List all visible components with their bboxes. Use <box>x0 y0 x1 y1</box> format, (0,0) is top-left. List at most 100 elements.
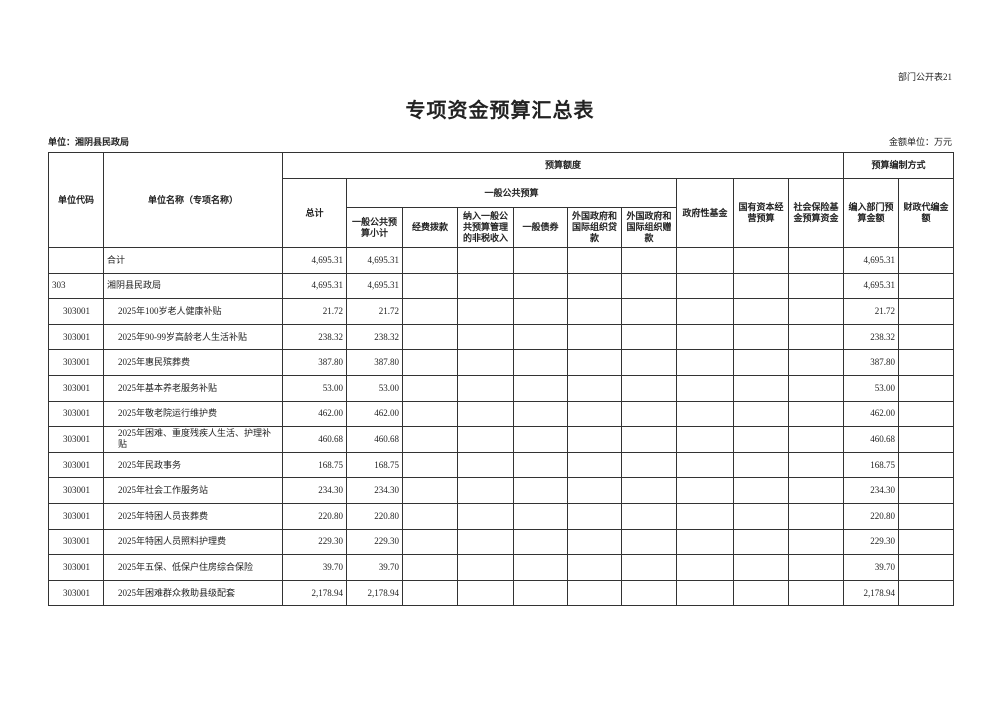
empty-cell <box>402 554 458 581</box>
empty-cell <box>676 323 734 351</box>
empty-cell <box>733 554 789 581</box>
empty-cell <box>676 554 734 581</box>
empty-cell <box>402 374 458 402</box>
empty-cell <box>676 451 734 479</box>
empty-cell <box>402 426 458 453</box>
header-cell: 纳入一般公共预算管理的非税收入 <box>457 207 514 248</box>
code-cell: 303001 <box>48 477 104 504</box>
amount-cell: 168.75 <box>346 451 403 479</box>
amount-cell: 39.70 <box>843 554 900 581</box>
table-body: 合计 4,695.31 4,695.31 4,695.31 303 湘阴县民政局 4,695… <box>48 247 955 607</box>
currency: 金额单位：万元 <box>888 137 952 147</box>
code-cell: 303001 <box>48 426 104 453</box>
row: 合计 4,695.31 4,695.31 4,695.31 <box>48 247 955 274</box>
empty-cell <box>513 477 568 504</box>
empty-cell <box>898 426 955 453</box>
amount-cell: 462.00 <box>282 400 347 428</box>
header-cell: 一般公共预算 <box>346 178 677 208</box>
empty-cell <box>513 298 568 325</box>
empty-cell <box>621 247 677 274</box>
empty-cell <box>513 426 568 453</box>
empty-cell <box>513 272 568 300</box>
empty-cell <box>457 528 514 556</box>
empty-cell <box>567 502 622 530</box>
empty-cell <box>676 272 734 300</box>
header-cell: 社会保险基金预算资金 <box>787 178 845 248</box>
amount-cell: 2,178.94 <box>346 579 403 607</box>
amount-cell: 238.32 <box>346 323 403 351</box>
amount-cell: 229.30 <box>282 528 347 556</box>
empty-cell <box>457 451 514 479</box>
name-cell: 2025年困难、重度残疾人生活、护理补贴 <box>103 426 283 453</box>
amount-cell: 220.80 <box>282 502 347 530</box>
amount-cell: 462.00 <box>843 400 900 428</box>
empty-cell <box>787 349 845 376</box>
empty-cell <box>457 400 514 428</box>
empty-cell <box>457 579 514 607</box>
amount-cell: 21.72 <box>346 298 403 325</box>
empty-cell <box>733 247 789 274</box>
empty-cell <box>513 554 568 581</box>
amount-cell: 387.80 <box>346 349 403 376</box>
empty-cell <box>513 502 568 530</box>
empty-cell <box>402 400 458 428</box>
amount-cell: 39.70 <box>346 554 403 581</box>
form-no: 部门公开表21 <box>897 72 952 82</box>
empty-cell <box>898 247 955 274</box>
amount-cell: 387.80 <box>843 349 900 376</box>
empty-cell <box>787 554 845 581</box>
name-cell: 2025年五保、低保户住房综合保险 <box>103 554 283 581</box>
name-cell: 湘阴县民政局 <box>103 272 283 300</box>
title: 专项资金预算汇总表 <box>405 100 595 122</box>
amount-cell: 4,695.31 <box>346 272 403 300</box>
row: 303001 2025年五保、低保户住房综合保险 39.70 39.70 39.70 <box>48 554 955 581</box>
amount-cell: 2,178.94 <box>843 579 900 607</box>
empty-cell <box>676 400 734 428</box>
empty-cell <box>621 426 677 453</box>
name-cell: 合计 <box>103 247 283 274</box>
empty-cell <box>567 298 622 325</box>
code-cell: 303001 <box>48 554 104 581</box>
row: 303001 2025年困难群众救助县级配套 2,178.94 2,178.94 2,1… <box>48 579 955 607</box>
amount-cell: 53.00 <box>282 374 347 402</box>
empty-cell <box>898 400 955 428</box>
amount-cell: 238.32 <box>282 323 347 351</box>
empty-cell <box>733 400 789 428</box>
empty-cell <box>733 528 789 556</box>
empty-cell <box>898 451 955 479</box>
empty-cell <box>898 298 955 325</box>
empty-cell <box>898 477 955 504</box>
amount-cell: 462.00 <box>346 400 403 428</box>
empty-cell <box>621 400 677 428</box>
empty-cell <box>567 323 622 351</box>
empty-cell <box>676 298 734 325</box>
empty-cell <box>733 298 789 325</box>
empty-cell <box>733 451 789 479</box>
amount-cell: 229.30 <box>843 528 900 556</box>
amount-cell: 234.30 <box>843 477 900 504</box>
empty-cell <box>733 502 789 530</box>
empty-cell <box>513 374 568 402</box>
empty-cell <box>621 349 677 376</box>
empty-cell <box>676 502 734 530</box>
header-cell: 政府性基金 <box>676 178 734 248</box>
empty-cell <box>787 579 845 607</box>
empty-cell <box>676 247 734 274</box>
empty-cell <box>898 579 955 607</box>
header-cell: 总计 <box>282 178 347 248</box>
header-cell: 财政代编金额 <box>898 178 955 248</box>
header-cell: 编入部门预算金额 <box>843 178 900 248</box>
name-cell: 2025年敬老院运行维护费 <box>103 400 283 428</box>
empty-cell <box>513 579 568 607</box>
row: 303001 2025年敬老院运行维护费 462.00 462.00 462.00 <box>48 400 955 428</box>
amount-cell: 220.80 <box>346 502 403 530</box>
amount-cell: 2,178.94 <box>282 579 347 607</box>
amount-cell: 220.80 <box>843 502 900 530</box>
name-cell: 2025年特困人员照料护理费 <box>103 528 283 556</box>
empty-cell <box>733 349 789 376</box>
amount-cell: 460.68 <box>346 426 403 453</box>
empty-cell <box>898 554 955 581</box>
amount-cell: 238.32 <box>843 323 900 351</box>
empty-cell <box>787 323 845 351</box>
amount-cell: 229.30 <box>346 528 403 556</box>
